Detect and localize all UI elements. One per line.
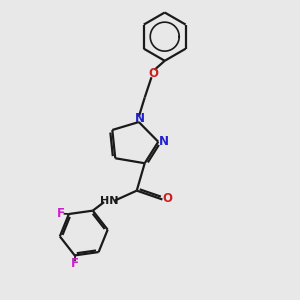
Text: F: F	[57, 207, 64, 220]
Text: N: N	[135, 112, 145, 125]
Text: O: O	[162, 192, 172, 206]
Text: HN: HN	[100, 196, 118, 206]
Text: O: O	[148, 67, 158, 80]
Text: N: N	[158, 135, 169, 148]
Text: F: F	[71, 257, 79, 270]
